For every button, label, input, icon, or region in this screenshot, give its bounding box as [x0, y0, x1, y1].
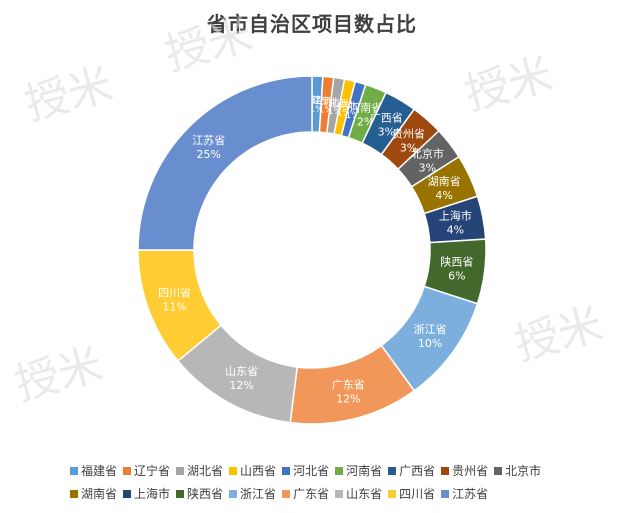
legend-label: 北京市	[505, 464, 542, 478]
legend-swatch	[388, 466, 397, 475]
legend-item: 河北省	[282, 462, 329, 479]
legend-item: 陕西省	[176, 485, 223, 502]
legend-label: 广西省	[399, 464, 436, 478]
legend-item: 辽宁省	[123, 462, 170, 479]
legend-label: 江苏省	[452, 487, 489, 501]
legend-item: 湖南省	[70, 485, 117, 502]
slice-value-label: 6%	[448, 269, 465, 282]
slice-category-label: 浙江省	[414, 323, 447, 336]
legend-label: 辽宁省	[134, 464, 171, 478]
legend-swatch	[229, 466, 238, 475]
legend-swatch	[335, 466, 344, 475]
legend-swatch	[335, 489, 344, 498]
slice-category-label: 山东省	[225, 365, 258, 378]
legend-item: 山西省	[229, 462, 276, 479]
watermark: 授米	[20, 59, 118, 131]
slice-value-label: 1%	[309, 105, 324, 115]
legend-label: 山东省	[346, 487, 383, 501]
legend-item: 河南省	[335, 462, 382, 479]
slice-value-label: 1%	[319, 106, 334, 116]
slice-value-label: 3%	[378, 125, 395, 138]
watermark: 授米	[460, 49, 558, 121]
chart-title: 省市自治区项目数占比	[207, 12, 417, 36]
slice-value-label: 4%	[447, 224, 464, 237]
slice-category-label: 四川省	[158, 286, 191, 299]
watermark: 授米	[10, 339, 108, 411]
legend-swatch	[494, 466, 503, 475]
legend-swatch	[282, 489, 291, 498]
legend-row: 福建省 辽宁省 湖北省 山西省 河北省 河南省 广西省 贵州省 北京市	[70, 462, 570, 479]
legend-item: 广东省	[282, 485, 329, 502]
slice-category-label: 湖南省	[428, 175, 461, 188]
legend-swatch	[388, 489, 397, 498]
legend-item: 浙江省	[229, 485, 276, 502]
slice-category-label: 江苏省	[192, 134, 225, 147]
legend-item: 江苏省	[441, 485, 488, 502]
legend-label: 浙江省	[240, 487, 277, 501]
legend-swatch	[441, 489, 450, 498]
legend-swatch	[176, 489, 185, 498]
watermark: 授米	[160, 9, 258, 81]
legend-label: 山西省	[240, 464, 277, 478]
slice-category-label: 河南省	[349, 101, 382, 114]
slice-value-label: 3%	[400, 141, 417, 154]
legend-label: 湖北省	[187, 464, 224, 478]
legend-item: 贵州省	[441, 462, 488, 479]
legend-label: 四川省	[399, 487, 436, 501]
legend-label: 湖南省	[81, 487, 118, 501]
legend-row: 湖南省 上海市 陕西省 浙江省 广东省 山东省 四川省 江苏省	[70, 485, 570, 502]
legend-label: 广东省	[293, 487, 330, 501]
legend-label: 河南省	[346, 464, 383, 478]
legend-item: 广西省	[388, 462, 435, 479]
slice-value-label: 25%	[197, 148, 221, 161]
slice-category-label: 贵州省	[392, 127, 425, 140]
legend-swatch	[176, 466, 185, 475]
legend-label: 福建省	[81, 464, 118, 478]
slice-category-label: 广西省	[370, 111, 403, 124]
legend-swatch	[229, 489, 238, 498]
legend-item: 北京市	[494, 462, 541, 479]
legend-item: 上海市	[123, 485, 170, 502]
legend-swatch	[70, 489, 78, 498]
slice-value-label: 1%	[337, 109, 352, 119]
legend-label: 贵州省	[452, 464, 489, 478]
slice-value-label: 3%	[419, 162, 436, 175]
slice-value-label: 12%	[229, 379, 253, 392]
slice-category-label: 上海市	[439, 209, 472, 223]
watermark: 授米	[510, 299, 608, 371]
legend-item: 山东省	[335, 485, 382, 502]
legend-swatch	[70, 466, 78, 475]
legend-item: 湖北省	[176, 462, 223, 479]
slice-value-label: 10%	[418, 337, 442, 350]
legend-swatch	[123, 489, 132, 498]
slice-value-label: 1%	[346, 111, 361, 121]
slice-value-label: 11%	[162, 300, 186, 313]
slice-value-label: 1%	[328, 107, 343, 117]
legend-swatch	[282, 466, 291, 475]
legend-label: 陕西省	[187, 487, 224, 501]
slice-category-label: 北京市	[411, 147, 444, 161]
legend-label: 上海市	[134, 487, 171, 501]
legend-label: 河北省	[293, 464, 330, 478]
legend-swatch	[441, 466, 450, 475]
slice-category-label: 陕西省	[440, 254, 473, 268]
legend-swatch	[123, 466, 132, 475]
legend-item: 四川省	[388, 485, 435, 502]
slice-value-label: 12%	[336, 392, 360, 405]
slice-value-label: 4%	[435, 189, 452, 202]
chart-legend: 福建省 辽宁省 湖北省 山西省 河北省 河南省 广西省 贵州省 北京市湖南省 上海市 陕西省 浙江省 广…	[70, 462, 570, 508]
slice-category-label: 广东省	[332, 378, 365, 391]
legend-item: 福建省	[70, 462, 117, 479]
slice-17	[137, 75, 313, 251]
